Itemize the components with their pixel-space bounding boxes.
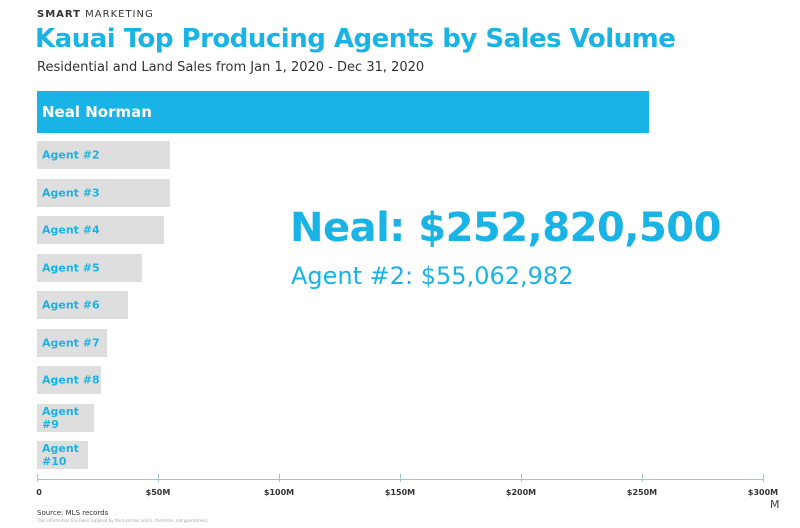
- bar-1: Neal Norman: [37, 91, 649, 133]
- bar-label: Agent #8: [42, 373, 100, 387]
- tick-label: $50M: [145, 488, 171, 497]
- bar-8: Agent #8: [37, 366, 101, 394]
- bar-label: Agent #5: [42, 261, 100, 274]
- axis-unit: M: [770, 498, 780, 511]
- bar-10: Agent #10: [37, 441, 88, 469]
- bar-2: Agent #2: [37, 141, 171, 169]
- chart-subtitle: Residential and Land Sales from Jan 1, 2…: [37, 60, 425, 75]
- tick-mark: [642, 474, 643, 482]
- annotation-leader: Neal: $252,820,500: [290, 205, 721, 251]
- tick-label: $200M: [505, 488, 537, 497]
- bar-label: Agent #9: [42, 404, 79, 431]
- bar-label: Agent #7: [42, 336, 100, 349]
- bar-label: Agent #10: [42, 442, 79, 468]
- tick-mark: [158, 474, 159, 482]
- bar-7: Agent #7: [37, 328, 107, 357]
- chart-title: Kauai Top Producing Agents by Sales Volu…: [35, 24, 676, 54]
- tick-mark: [279, 474, 280, 482]
- tick-label: $150M: [384, 488, 416, 497]
- tick-label: $250M: [626, 488, 658, 497]
- bar-label: Agent #3: [42, 186, 100, 199]
- tick-mark: [763, 474, 764, 482]
- bar-label: Neal Norman: [42, 103, 152, 121]
- tick-mark: [521, 474, 522, 482]
- bar-label: Agent #6: [42, 298, 100, 312]
- tick-label: 0: [36, 488, 42, 497]
- bar-label: Agent #2: [42, 148, 100, 162]
- bar-6: Agent #6: [37, 291, 128, 319]
- bar-3: Agent #3: [37, 178, 170, 207]
- tick-label: $300M: [747, 488, 779, 497]
- bar-4: Agent #4: [37, 216, 165, 244]
- tick-mark: [37, 474, 38, 482]
- brand-rest: MARKETING: [85, 9, 154, 20]
- bar-5: Agent #5: [37, 253, 143, 282]
- bar-9: Agent #9: [37, 403, 95, 432]
- bar-label: Agent #4: [42, 223, 100, 237]
- tick-label: $100M: [263, 488, 295, 497]
- tick-mark: [400, 474, 401, 482]
- source: Source: MLS records: [37, 509, 109, 517]
- disclaimer: This information has been supplied by th…: [37, 518, 209, 523]
- annotation-second: Agent #2: $55,062,982: [291, 262, 574, 290]
- brand: SMART MARKETING: [37, 9, 154, 20]
- brand-bold: SMART: [37, 9, 81, 20]
